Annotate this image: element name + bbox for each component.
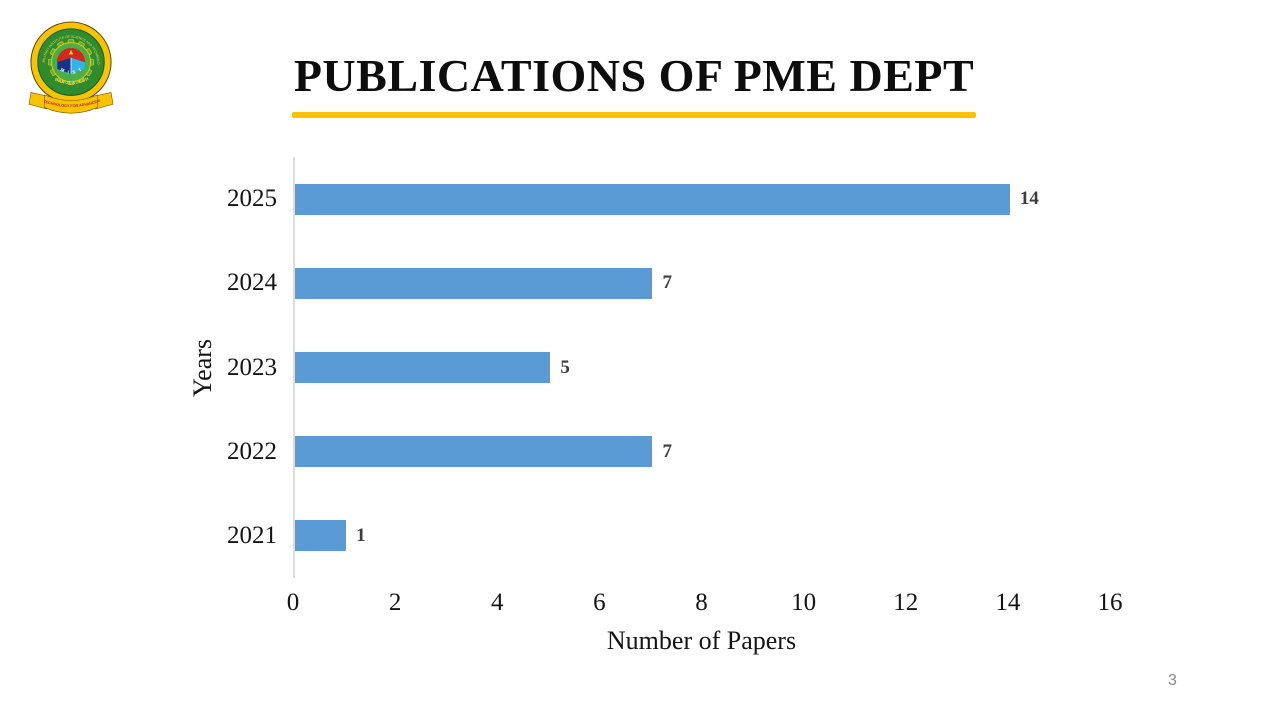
chart-row-2025: 2025 14 [227, 157, 1112, 241]
x-tick-label: 10 [791, 589, 817, 616]
logo-book-right [71, 57, 85, 74]
y-tick-label: 2022 [227, 437, 277, 465]
title-underline [292, 112, 976, 119]
logo-acronym-text: M I S T [60, 66, 84, 75]
x-tick-label: 8 [695, 589, 708, 616]
bar-2021 [295, 520, 347, 552]
chart-row-2023: 2023 5 [227, 325, 1112, 409]
x-tick-label: 0 [286, 589, 300, 616]
x-tick-label: 6 [593, 589, 606, 616]
logo-book-left [57, 57, 71, 74]
y-tick-label: 2023 [227, 353, 277, 381]
bar-value-label: 1 [356, 524, 366, 546]
chart-row-2021: 2021 1 [227, 494, 1112, 578]
x-tick-label: 12 [893, 589, 919, 616]
x-axis-ticks: 0 2 4 6 8 10 12 14 16 [287, 589, 1123, 619]
logo-flame [68, 49, 74, 55]
y-axis-title-text: Years [188, 338, 217, 397]
bar-value-label: 7 [662, 440, 672, 462]
x-tick-label: 16 [1097, 589, 1123, 616]
x-tick-label: 2 [388, 589, 402, 616]
y-axis-title: Years [185, 157, 221, 578]
bar-2025 [295, 183, 1010, 215]
bar-2022 [295, 436, 653, 468]
title-block: PUBLICATIONS OF PME DEPT [292, 50, 976, 119]
bar-value-label: 5 [560, 356, 570, 378]
chart-row-2022: 2022 7 [227, 410, 1112, 494]
logo-country-text: BANGLADESH [54, 76, 90, 85]
plot-area: 2025 14 2024 7 2023 5 2022 7 2021 1 [227, 157, 1112, 578]
logo-ribbon-left [28, 92, 49, 110]
y-tick-label: 2021 [227, 521, 277, 549]
bar-value-label: 14 [1019, 188, 1039, 210]
y-tick-label: 2025 [227, 185, 277, 213]
logo-red-crest [56, 47, 86, 63]
chart-row-2024: 2024 7 [227, 241, 1112, 325]
bar-value-label: 7 [662, 272, 672, 294]
bar-2024 [295, 267, 653, 299]
logo-ribbon-band [44, 94, 98, 114]
y-tick-label: 2024 [227, 269, 277, 297]
page-number: 3 [1168, 672, 1177, 689]
x-axis-title: Number of Papers [606, 626, 797, 655]
mist-logo-graphic: MILITARY INSTITUTE OF SCIENCE AND TECHNO… [27, 18, 114, 114]
bar-2023 [295, 352, 551, 383]
mist-logo: MILITARY INSTITUTE OF SCIENCE AND TECHNO… [27, 18, 114, 116]
x-tick-label: 4 [491, 589, 504, 616]
slide-title: PUBLICATIONS OF PME DEPT [293, 50, 975, 101]
x-tick-label: 14 [995, 589, 1021, 616]
logo-ribbon-right [93, 92, 114, 110]
